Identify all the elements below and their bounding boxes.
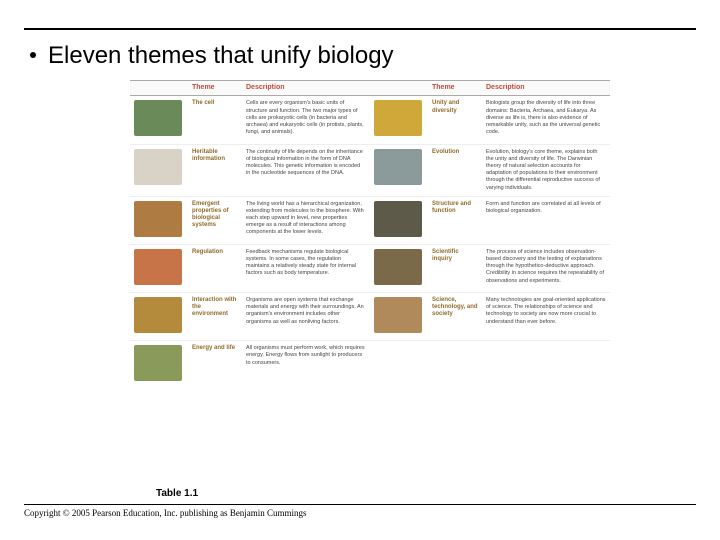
theme-description: The living world has a hierarchical orga… [242, 197, 370, 244]
theme-label: Unity and diversity [428, 96, 482, 143]
theme-thumb-icon [374, 100, 422, 136]
theme-thumb-icon [134, 201, 182, 237]
bullet-icon [30, 52, 36, 58]
theme-description: The continuity of life depends on the in… [242, 145, 370, 196]
header-desc-left: Description [242, 81, 370, 95]
table-row: Interaction with the environmentOrganism… [130, 293, 610, 341]
theme-thumb-icon [374, 249, 422, 285]
theme-description: Evolution, biology's core theme, explain… [482, 145, 610, 196]
thumb-cell [370, 96, 428, 143]
theme-description: Cells are every organism's basic units o… [242, 96, 370, 143]
thumb-cell [370, 197, 428, 244]
theme-description: Form and function are correlated at all … [482, 197, 610, 244]
divider-top [24, 28, 696, 30]
table-row: Emergent properties of biological system… [130, 197, 610, 245]
theme-thumb-icon [134, 249, 182, 285]
theme-label [428, 341, 482, 388]
theme-thumb-icon [374, 201, 422, 237]
header-theme-left: Theme [188, 81, 242, 95]
table-row: The cellCells are every organism's basic… [130, 96, 610, 144]
theme-description: Many technologies are goal-oriented appl… [482, 293, 610, 340]
theme-label: Interaction with the environment [188, 293, 242, 340]
thumb-cell [370, 245, 428, 292]
theme-label: The cell [188, 96, 242, 143]
slide-title: Eleven themes that unify biology [30, 42, 394, 70]
thumb-cell [130, 293, 188, 340]
theme-label: Evolution [428, 145, 482, 196]
table-header: Theme Description Theme Description [130, 80, 610, 96]
theme-label: Energy and life [188, 341, 242, 388]
table-row: Heritable informationThe continuity of l… [130, 145, 610, 197]
theme-thumb-icon [374, 297, 422, 333]
theme-label: Scientific inquiry [428, 245, 482, 292]
header-spacer-left [130, 81, 188, 95]
thumb-cell [130, 145, 188, 196]
theme-description: Feedback mechanisms regulate biological … [242, 245, 370, 292]
theme-thumb-icon [374, 149, 422, 185]
thumb-cell [130, 197, 188, 244]
thumb-cell [370, 293, 428, 340]
theme-thumb-icon [134, 297, 182, 333]
header-desc-right: Description [482, 81, 610, 95]
thumb-cell [130, 341, 188, 388]
header-spacer-right [370, 81, 428, 95]
theme-thumb-icon [134, 149, 182, 185]
thumb-cell [370, 341, 428, 388]
theme-label: Heritable information [188, 145, 242, 196]
theme-description [482, 341, 610, 388]
thumb-cell [370, 145, 428, 196]
theme-label: Structure and function [428, 197, 482, 244]
theme-description: All organisms must perform work, which r… [242, 341, 370, 388]
figure-caption: Table 1.1 [156, 488, 198, 499]
theme-label: Science, technology, and society [428, 293, 482, 340]
theme-description: Organisms are open systems that exchange… [242, 293, 370, 340]
theme-label: Emergent properties of biological system… [188, 197, 242, 244]
theme-thumb-icon [134, 100, 182, 136]
header-theme-right: Theme [428, 81, 482, 95]
theme-label: Regulation [188, 245, 242, 292]
thumb-cell [130, 96, 188, 143]
theme-thumb-icon [134, 345, 182, 381]
table-row: RegulationFeedback mechanisms regulate b… [130, 245, 610, 293]
table-row: Energy and lifeAll organisms must perfor… [130, 341, 610, 388]
copyright-text: Copyright © 2005 Pearson Education, Inc.… [24, 508, 307, 518]
theme-description: Biologists group the diversity of life i… [482, 96, 610, 143]
table-body: The cellCells are every organism's basic… [130, 96, 610, 388]
theme-description: The process of science includes observat… [482, 245, 610, 292]
divider-bottom [24, 504, 696, 505]
themes-table: Theme Description Theme Description The … [130, 80, 610, 480]
thumb-cell [130, 245, 188, 292]
title-text: Eleven themes that unify biology [48, 42, 394, 69]
